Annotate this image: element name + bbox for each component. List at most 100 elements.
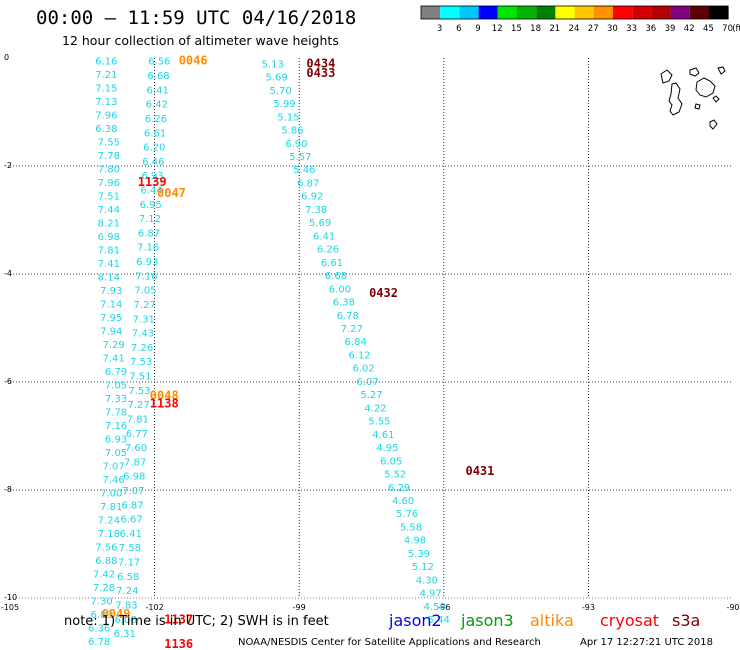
wave-height-label: 7.05 (134, 286, 156, 297)
wave-height-label: 6.95 (140, 200, 162, 211)
wave-height-label: 7.51 (98, 192, 120, 203)
scale-swatch (593, 6, 613, 19)
wave-height-label: 4.30 (416, 575, 438, 586)
pass-time-label: 1137 (164, 613, 193, 627)
wave-height-label: 7.16 (135, 271, 157, 282)
wave-height-label: 5.99 (273, 99, 295, 110)
wave-height-label: 6.42 (146, 100, 168, 111)
pass-time-label: 0047 (157, 186, 186, 200)
wave-height-label: 7.30 (90, 597, 112, 608)
wave-height-label: 4.98 (404, 536, 426, 547)
pass-time-label: 0433 (306, 66, 335, 80)
wave-height-label: 5.86 (281, 126, 303, 137)
scale-label: 9 (475, 24, 480, 34)
footer-note: note: 1) Time is in UTC; 2) SWH is in fe… (64, 614, 329, 629)
plot-grid: -105 -102 -99 -96 -93 -90 0 -2 -4 -6 -8 -10 (1, 53, 740, 612)
wave-height-label: 6.90 (285, 139, 307, 150)
pass-time-label: 0049 (102, 607, 131, 621)
wave-height-label: 7.96 (98, 178, 120, 189)
wave-height-label: 6.41 (147, 85, 169, 96)
wave-height-label: 6.02 (352, 364, 374, 375)
scale-label: 36 (645, 24, 656, 34)
wave-height-label: 7.60 (125, 443, 147, 454)
wave-height-label: 7.81 (100, 502, 122, 513)
pass-time-label: 1136 (164, 637, 193, 650)
scale-swatch (478, 6, 498, 19)
wave-height-label: 6.78 (88, 637, 110, 648)
wave-height-label: 5.15 (277, 112, 299, 123)
scale-swatch (421, 6, 441, 19)
scale-frame (420, 5, 729, 20)
wave-height-label: 6.26 (145, 114, 167, 125)
wave-height-label: 7.17 (118, 558, 140, 569)
wave-height-label: 6.61 (321, 258, 343, 269)
pass-time-label: 1138 (150, 397, 179, 411)
wave-height-label: 7.14 (100, 300, 122, 311)
scale-swatch (536, 6, 556, 19)
wave-height-label: 7.56 (95, 543, 117, 554)
wave-height-label: 7.24 (98, 516, 120, 527)
wave-height-label: 7.78 (105, 408, 127, 419)
wave-height-label: 6.78 (337, 311, 359, 322)
wave-height-label: 7.87 (124, 457, 146, 468)
wave-height-label: 7.16 (137, 243, 159, 254)
scale-label: 12 (492, 24, 503, 34)
wave-height-label: 7.53 (130, 357, 152, 368)
wave-height-label: 6.79 (105, 367, 127, 378)
wave-height-label: 5.52 (384, 470, 406, 481)
scale-label: 6 (456, 24, 461, 34)
wave-height-label: 6.05 (380, 456, 402, 467)
legend-jason2: jason2 (388, 611, 442, 630)
wave-height-label: 6.87 (121, 500, 143, 511)
wave-height-label: 7.83 (115, 600, 137, 611)
wave-height-label: 6.68 (325, 271, 347, 282)
scale-label: 27 (588, 24, 599, 34)
wave-height-label: 7.44 (98, 205, 120, 216)
wave-height-label: 6.07 (356, 377, 378, 388)
wave-height-label: 6.38 (333, 298, 355, 309)
wave-height-label: 7.81 (127, 414, 149, 425)
wave-height-label: 7.07 (102, 462, 124, 473)
wave-height-label: 6.46 (142, 157, 164, 168)
x-tick-label: -105 (1, 603, 19, 612)
footer-timestamp: Apr 17 12:27:21 UTC 2018 (580, 637, 713, 648)
wave-height-label: 6.56 (148, 57, 170, 68)
wave-height-label: 7.24 (116, 586, 138, 597)
wave-height-label: 6.00 (329, 284, 351, 295)
y-tick-label: -6 (4, 377, 12, 386)
wave-height-label: 5.27 (360, 390, 382, 401)
pass-time-label: 0432 (369, 286, 398, 300)
wave-height-label: 7.00 (100, 489, 122, 500)
wave-height-label: 7.41 (102, 354, 124, 365)
scale-swatch (517, 6, 537, 19)
scale-swatch (709, 6, 729, 19)
y-tick-label: -10 (4, 593, 17, 602)
wave-height-label: 5.69 (309, 218, 331, 229)
wave-height-label: 6.87 (138, 228, 160, 239)
wave-height-label: 7.16 (105, 421, 127, 432)
x-tick-label: -93 (582, 603, 595, 612)
pass-time-label: 0434 (306, 56, 335, 70)
wave-height-label: 4.95 (376, 443, 398, 454)
wave-height-label: 7.78 (98, 151, 120, 162)
y-tick-label: -8 (4, 485, 12, 494)
wave-height-label: 7.27 (341, 324, 363, 335)
wave-height-label: 7.93 (100, 286, 122, 297)
legend-cryosat: cryosat (600, 611, 659, 630)
wave-height-label: 6.92 (301, 192, 323, 203)
wave-height-label: 6.93 (141, 171, 163, 182)
wave-height-label: 6.41 (313, 231, 335, 242)
pass-time-label: 0431 (465, 464, 494, 478)
wave-height-label: 7.46 (102, 475, 124, 486)
wave-height-label: 6.44 (140, 185, 162, 196)
wave-height-label: 5.57 (289, 152, 311, 163)
scale-label: 42 (684, 24, 695, 34)
footer-credit: NOAA/NESDIS Center for Satellite Applica… (238, 637, 541, 648)
scale-label: 18 (530, 24, 541, 34)
wave-height-label: 6.31 (114, 629, 136, 640)
legend-s3a: s3a (672, 611, 700, 630)
scale-swatch (574, 6, 594, 19)
wave-height-label: 7.55 (98, 138, 120, 149)
